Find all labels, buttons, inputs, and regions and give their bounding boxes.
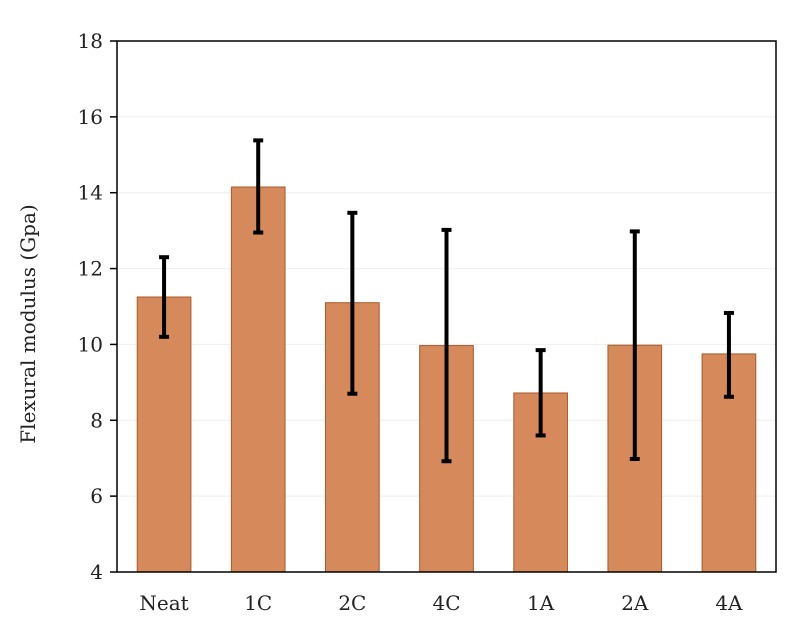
error-bars <box>159 138 734 464</box>
y-tick-label: 16 <box>78 105 103 129</box>
y-tick-label: 14 <box>78 181 103 205</box>
x-tick-label: 1C <box>244 591 272 615</box>
bar-1C <box>230 186 286 573</box>
x-tick-label: 1A <box>527 591 555 615</box>
plot-frame <box>116 40 777 573</box>
y-tick-label: 8 <box>90 408 103 432</box>
y-tick-label: 18 <box>78 29 103 53</box>
x-tick-label: 4A <box>715 591 743 615</box>
x-tick-label: 2A <box>621 591 649 615</box>
y-axis-title: Flexural modulus (Gpa) <box>16 204 40 443</box>
x-tick-label: Neat <box>139 591 188 615</box>
y-tick-label: 10 <box>78 332 103 356</box>
y-tick-label: 6 <box>90 484 103 508</box>
x-axis-ticks: Neat 1C 2C 4C 1A 2A 4A <box>139 591 743 615</box>
y-tick-label: 4 <box>90 560 103 584</box>
x-tick-label: 4C <box>432 591 460 615</box>
y-axis-ticks: 4 6 8 10 12 14 16 18 <box>78 29 117 584</box>
x-tick-label: 2C <box>338 591 366 615</box>
y-tick-label: 12 <box>78 257 103 281</box>
